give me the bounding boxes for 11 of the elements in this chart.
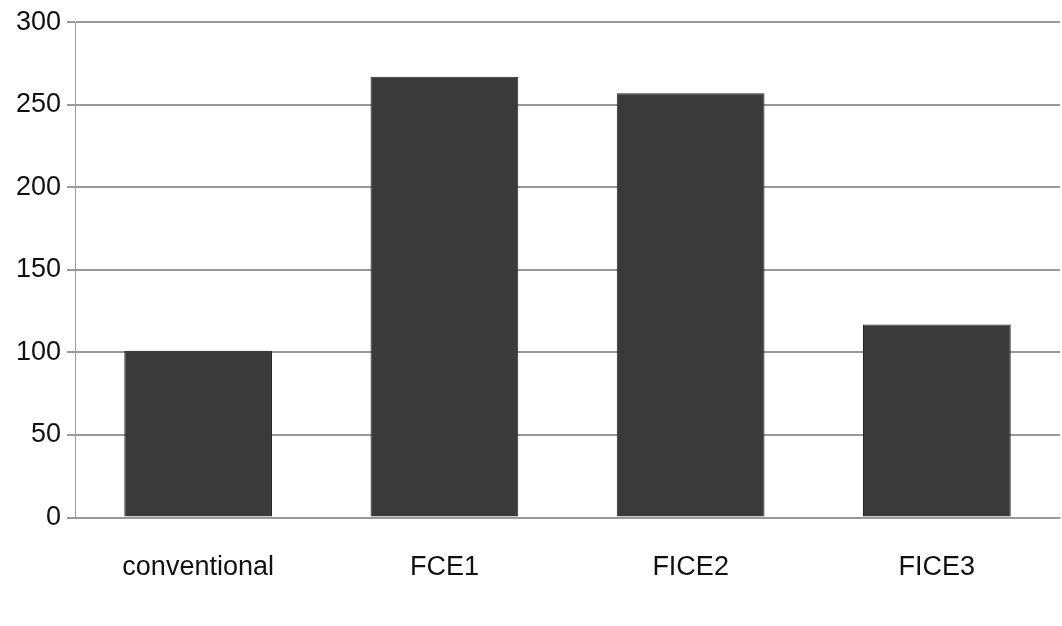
x-tick-label: FICE2 (652, 551, 729, 582)
y-tick-label: 0 (46, 501, 62, 532)
x-tick-label: FCE1 (409, 551, 479, 582)
y-tick-label: 200 (15, 170, 62, 201)
x-tick-label: FICE3 (898, 551, 976, 582)
y-tick-label: 250 (15, 88, 62, 119)
x-tick-label: conventional (122, 551, 274, 582)
y-tick-label: 150 (15, 253, 62, 284)
y-tick-label: 300 (15, 5, 62, 36)
y-tick-label: 50 (31, 418, 62, 449)
y-tick-label: 100 (15, 335, 62, 366)
